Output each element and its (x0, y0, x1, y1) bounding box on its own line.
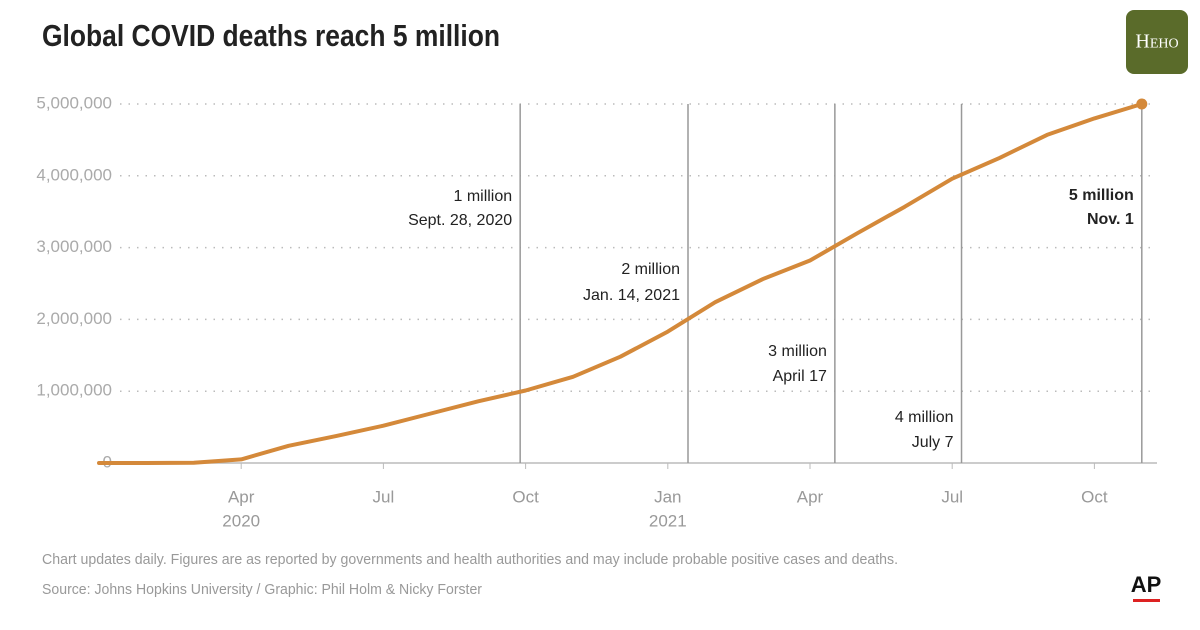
heho-logo: Heho (1135, 31, 1178, 53)
milestone-label: 3 million (768, 343, 827, 360)
chart-title: Global COVID deaths reach 5 million (42, 18, 500, 53)
source: Source: Johns Hopkins University / Graph… (42, 581, 482, 598)
y-tick-label: 1,000,000 (36, 381, 112, 400)
milestone-label: 5 million (1069, 187, 1134, 204)
milestone-label: 2 million (621, 261, 680, 278)
milestone-date: July 7 (912, 434, 954, 451)
milestone-date: April 17 (773, 368, 827, 385)
x-tick-label: Jul (373, 487, 395, 506)
milestone-label: 1 million (453, 188, 512, 205)
milestone-label: 4 million (895, 409, 954, 426)
milestone-date: Sept. 28, 2020 (408, 212, 512, 229)
y-tick-label: 5,000,000 (36, 93, 112, 112)
data-line (97, 102, 1144, 465)
ap-logo-bar (1133, 599, 1160, 602)
y-tick-label: 3,000,000 (36, 237, 112, 256)
x-tick-label: Oct (1081, 487, 1108, 506)
ap-logo: AP (1131, 572, 1162, 597)
x-tick-label: Apr (797, 487, 824, 506)
milestone-date: Nov. 1 (1087, 211, 1134, 228)
heho-logo-box (1126, 10, 1188, 74)
y-tick-label: 2,000,000 (36, 309, 112, 328)
y-tick-label: 4,000,000 (36, 165, 112, 184)
x-tick-label: Jan (654, 487, 681, 506)
x-tick-label: Oct (512, 487, 539, 506)
x-tick-label: Apr (228, 487, 255, 506)
note: Chart updates daily. Figures are as repo… (42, 551, 898, 568)
x-tick-year: 2020 (222, 511, 260, 530)
end-point (1136, 98, 1148, 110)
milestone-date: Jan. 14, 2021 (583, 287, 680, 304)
x-tick-year: 2021 (649, 511, 687, 530)
x-tick-label: Jul (941, 487, 963, 506)
